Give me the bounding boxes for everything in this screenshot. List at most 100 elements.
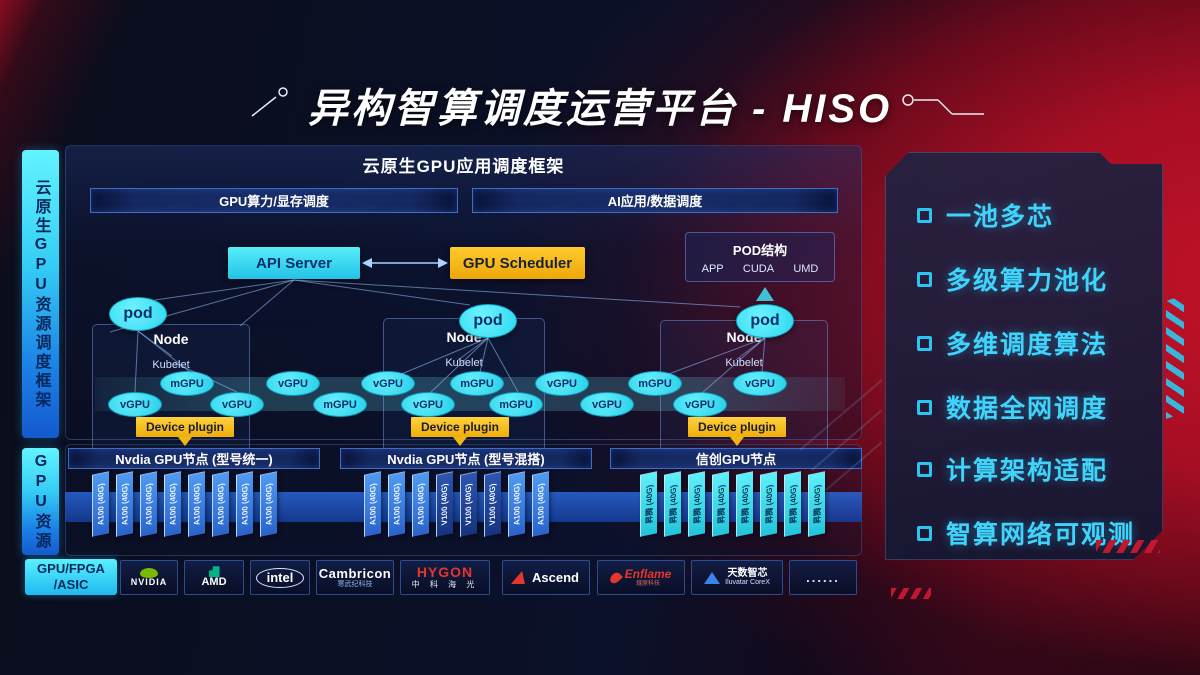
tag-line-1: GPU/FPGA	[37, 560, 105, 576]
device-plugin-arrow-icon	[730, 437, 744, 446]
gpu-ellipse-vgpu: vGPU	[361, 371, 415, 396]
device-plugin-box-3: Device plugin	[688, 417, 786, 437]
amd-logo-icon	[208, 566, 220, 578]
vendor-name: ......	[806, 570, 840, 585]
pod-structure-item-cuda: CUDA	[742, 262, 775, 275]
bullet-text: 数据全网调度	[946, 395, 1109, 423]
red-stripes-icon	[1096, 540, 1160, 553]
gpu-card: A100 (40G)	[140, 471, 157, 537]
gpu-card: 昇腾 (40G)	[736, 471, 753, 537]
gpu-ellipse-mgpu: mGPU	[489, 392, 543, 417]
pod-ellipse-3: pod	[736, 304, 794, 338]
vendor-name: Ascend	[532, 570, 579, 585]
gpu-node-header-uniform: Nvdia GPU节点 (型号统一)	[68, 448, 320, 469]
sidebar-label-text: 云原生GPU资源调度框架	[32, 178, 50, 410]
device-plugin-box-2: Device plugin	[411, 417, 509, 437]
gpu-card: 昇腾 (40G)	[712, 471, 729, 537]
gpu-ellipse-vgpu: vGPU	[673, 392, 727, 417]
vendor-ascend: Ascend	[502, 560, 590, 595]
pod-structure-title: POD结构	[732, 242, 788, 258]
vendor-intel: intel	[250, 560, 310, 595]
bullet-square-icon	[917, 272, 932, 287]
pod-structure-box: POD结构 APP CUDA UMD	[685, 232, 835, 282]
bullet-square-icon	[917, 336, 932, 351]
vendor-name: NVIDIA	[130, 576, 168, 587]
vendor-name: Enflame	[624, 566, 672, 581]
kubelet-label: Kubelet	[445, 357, 483, 369]
gpu-ellipse-mgpu: mGPU	[450, 371, 504, 396]
gpu-ellipse-mgpu: mGPU	[160, 371, 214, 396]
tag-line-2: /ASIC	[53, 577, 89, 592]
gpu-card: A100 (40G)	[508, 471, 525, 537]
vendor-amd: AMD	[184, 560, 244, 595]
vendor-hygon: HYGON 中 科 海 光	[400, 560, 490, 595]
vendor-subname: 中 科 海 光	[411, 580, 479, 590]
page-title: 异构智算调度运营平台 - HISO	[307, 87, 893, 131]
gpu-card: A100 (40G)	[212, 471, 229, 537]
feature-bullet-2: 多级算力池化	[917, 262, 1108, 296]
feature-bullet-6: 智算网络可观测	[917, 516, 1135, 550]
nvidia-logo-icon	[139, 567, 158, 578]
vendor-subname: 寒武纪科技	[337, 581, 373, 589]
gpu-node-header-xinchuang: 信创GPU节点	[610, 448, 862, 469]
gpu-card: A100 (40G)	[388, 471, 405, 537]
feature-bullet-5: 计算架构适配	[917, 452, 1108, 486]
api-server-box: API Server	[228, 247, 360, 279]
gpu-ellipse-mgpu: mGPU	[628, 371, 682, 396]
node-label: Node	[153, 331, 189, 347]
gpu-card: V100 (40G)	[460, 471, 477, 537]
device-plugin-arrow-icon	[453, 437, 467, 446]
bullet-square-icon	[917, 526, 932, 541]
gpu-card: 昇腾 (40G)	[640, 471, 657, 537]
gpu-card: A100 (40G)	[116, 471, 133, 537]
gpu-card: 昇腾 (40G)	[688, 471, 705, 537]
gpu-card: V100 (40G)	[484, 471, 501, 537]
pod-ellipse-2: pod	[459, 304, 517, 338]
vendor-iluvatar: 天数智芯 Iluvatar CoreX	[691, 560, 783, 595]
gpu-ellipse-vgpu: vGPU	[108, 392, 162, 417]
kubelet-label: Kubelet	[152, 359, 190, 371]
gpu-ellipse-mgpu: mGPU	[313, 392, 367, 417]
pod-structure-item-app: APP	[701, 262, 724, 275]
gpu-ellipse-vgpu: vGPU	[580, 392, 634, 417]
bullet-text: 多维调度算法	[946, 331, 1109, 359]
framework-header: 云原生GPU应用调度框架	[362, 157, 565, 176]
gpu-node-header-mixed: Nvdia GPU节点 (型号混搭)	[340, 448, 592, 469]
gpu-card: A100 (40G)	[532, 471, 549, 537]
bullet-text: 一池多芯	[946, 203, 1055, 231]
vendor-subname: 燧原科技	[635, 581, 660, 588]
vendor-cambricon: Cambricon 寒武纪科技	[316, 560, 394, 595]
feature-panel: 一池多芯 多级算力池化 多维调度算法 数据全网调度 计算架构适配 智算网络可观测	[885, 152, 1163, 560]
feature-bullet-4: 数据全网调度	[917, 390, 1108, 424]
bullet-text: 多级算力池化	[946, 267, 1109, 295]
feature-bullet-1: 一池多芯	[917, 198, 1054, 232]
device-plugin-box-1: Device plugin	[136, 417, 234, 437]
vendor-nvidia: NVIDIA	[120, 560, 178, 595]
gpu-card: A100 (40G)	[236, 471, 253, 537]
kubelet-label: Kubelet	[725, 357, 763, 369]
vendor-name: AMD	[201, 576, 227, 589]
gpu-ellipse-vgpu: vGPU	[210, 392, 264, 417]
gpu-card: A100 (40G)	[188, 471, 205, 537]
bar-gpu-compute-scheduling: GPU算力/显存调度	[90, 188, 458, 213]
vendor-name: HYGON	[416, 564, 474, 581]
enflame-logo-icon	[607, 570, 623, 585]
sidebar-label-cloud-native-gpu-framework: 云原生GPU资源调度框架	[22, 150, 59, 438]
gpu-card: A100 (40G)	[164, 471, 181, 537]
gpu-card: V100 (40G)	[436, 471, 453, 537]
gpu-card: A100 (40G)	[260, 471, 277, 537]
gpu-card: 昇腾 (40G)	[808, 471, 825, 537]
gpu-ellipse-vgpu: vGPU	[266, 371, 320, 396]
ascend-logo-icon	[510, 571, 530, 584]
gpu-card: A100 (40G)	[412, 471, 429, 537]
bullet-square-icon	[917, 462, 932, 477]
pod-structure-item-umd: UMD	[793, 262, 819, 275]
feature-bullet-3: 多维调度算法	[917, 326, 1108, 360]
gpu-ellipse-vgpu: vGPU	[401, 392, 455, 417]
sidebar-label-text: GPU资源	[32, 452, 50, 551]
pod-up-arrow-icon	[756, 287, 774, 301]
gpu-ellipse-vgpu: vGPU	[733, 371, 787, 396]
vendor-name: 天数智芯	[727, 567, 768, 579]
bullet-square-icon	[917, 208, 932, 223]
